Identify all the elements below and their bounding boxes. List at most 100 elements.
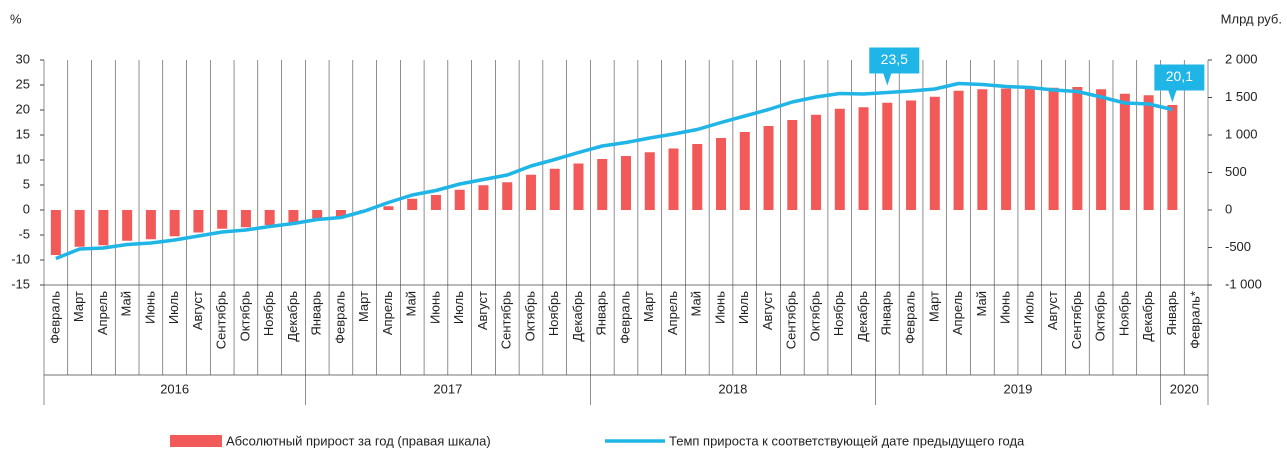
bar xyxy=(169,210,180,237)
bar xyxy=(478,185,489,210)
x-tick-label: Январь xyxy=(879,291,894,336)
y2-tick-label: 0 xyxy=(1225,201,1232,216)
bar xyxy=(668,148,679,210)
y2-tick-label: -1 000 xyxy=(1225,276,1262,291)
bar xyxy=(1048,87,1059,210)
bar xyxy=(716,138,727,210)
y-tick-label: 10 xyxy=(16,151,30,166)
x-tick-label: Март xyxy=(356,291,371,322)
bar xyxy=(692,144,703,210)
bar xyxy=(335,210,346,218)
y-tick-label: 5 xyxy=(23,176,30,191)
x-tick-label: Апрель xyxy=(380,291,395,335)
bar xyxy=(597,159,608,210)
x-tick-label: Ноябрь xyxy=(1116,291,1131,336)
x-tick-label: Январь xyxy=(594,291,609,336)
value-label: 20,1 xyxy=(1166,68,1193,84)
bar xyxy=(573,163,584,210)
bar xyxy=(502,182,513,210)
x-tick-label: Июль xyxy=(1021,291,1036,324)
y-tick-label: -15 xyxy=(11,276,30,291)
x-tick-label: Июнь xyxy=(712,291,727,324)
bar xyxy=(1024,88,1035,210)
x-tick-label: Ноябрь xyxy=(831,291,846,336)
bar xyxy=(787,120,798,210)
bar xyxy=(1119,93,1130,210)
bar xyxy=(1001,88,1012,210)
label-box xyxy=(869,47,920,86)
bar xyxy=(858,107,869,210)
x-tick-label: Июль xyxy=(166,291,181,324)
y2-tick-label: 500 xyxy=(1225,164,1247,179)
y2-tick-label: 1 500 xyxy=(1225,89,1258,104)
x-tick-label: Март xyxy=(641,291,656,322)
bar xyxy=(1167,105,1178,210)
x-tick-label: Май xyxy=(974,291,989,316)
legend-swatch xyxy=(170,435,222,447)
x-tick-label: Декабрь xyxy=(1140,291,1155,342)
bar xyxy=(644,152,655,210)
group-label: 2020 xyxy=(1170,381,1199,396)
y-axis-label: % xyxy=(10,11,22,26)
value-label: 23,5 xyxy=(881,51,908,67)
x-tick-label: Август xyxy=(475,291,490,330)
y2-axis-label: Млрд руб. xyxy=(1221,11,1282,26)
y-tick-label: 0 xyxy=(23,201,30,216)
x-tick-label: Февраль xyxy=(617,291,632,344)
y2-tick-label: 1 000 xyxy=(1225,126,1258,141)
x-tick-label: Март xyxy=(71,291,86,322)
legend-label: Темп прироста к соответствующей дате пре… xyxy=(669,433,1025,448)
bar xyxy=(312,210,323,219)
group-label: 2018 xyxy=(718,381,747,396)
y-tick-label: -10 xyxy=(11,251,30,266)
x-tick-label: Апрель xyxy=(950,291,965,335)
legend-label: Абсолютный прирост за год (правая шкала) xyxy=(226,433,491,448)
x-tick-label: Май xyxy=(404,291,419,316)
x-tick-label: Апрель xyxy=(665,291,680,335)
bar xyxy=(430,195,441,210)
bar xyxy=(383,206,394,210)
x-tick-label: Февраль xyxy=(902,291,917,344)
bar xyxy=(122,210,133,241)
bar xyxy=(1143,95,1154,210)
x-tick-label: Май xyxy=(689,291,704,316)
bar xyxy=(454,189,465,210)
x-tick-label: Июнь xyxy=(142,291,157,324)
x-tick-label: Январь xyxy=(309,291,324,336)
y-tick-label: 30 xyxy=(16,51,30,66)
x-tick-label: Февраль xyxy=(332,291,347,344)
x-tick-label: Июнь xyxy=(998,291,1013,324)
bar xyxy=(145,210,156,240)
x-tick-label: Январь xyxy=(1164,291,1179,336)
x-tick-label: Июль xyxy=(736,291,751,324)
y-tick-label: -5 xyxy=(18,226,30,241)
x-tick-label: Декабрь xyxy=(285,291,300,342)
x-tick-label: Февраль* xyxy=(1188,291,1203,349)
bar xyxy=(906,100,917,210)
x-tick-label: Декабрь xyxy=(570,291,585,342)
bar xyxy=(74,210,85,247)
y2-tick-label: -500 xyxy=(1225,239,1251,254)
bar xyxy=(288,210,299,223)
bar xyxy=(1072,87,1083,210)
bar xyxy=(834,108,845,210)
bar xyxy=(977,89,988,210)
x-tick-label: Ноябрь xyxy=(546,291,561,336)
x-tick-label: Сентябрь xyxy=(499,291,514,349)
line xyxy=(55,81,1173,261)
x-tick-label: Июнь xyxy=(427,291,442,324)
x-tick-label: Октябрь xyxy=(1093,291,1108,342)
bar xyxy=(525,174,536,210)
y-tick-label: 15 xyxy=(16,126,30,141)
x-tick-label: Октябрь xyxy=(807,291,822,342)
bar xyxy=(621,156,631,210)
x-tick-label: Август xyxy=(760,291,775,330)
x-tick-label: Март xyxy=(926,291,941,322)
bar xyxy=(217,210,228,229)
bar xyxy=(929,96,940,210)
x-tick-label: Июль xyxy=(451,291,466,324)
bar xyxy=(407,198,418,210)
x-tick-label: Февраль xyxy=(47,291,62,344)
x-tick-label: Октябрь xyxy=(522,291,537,342)
bar xyxy=(193,210,204,233)
